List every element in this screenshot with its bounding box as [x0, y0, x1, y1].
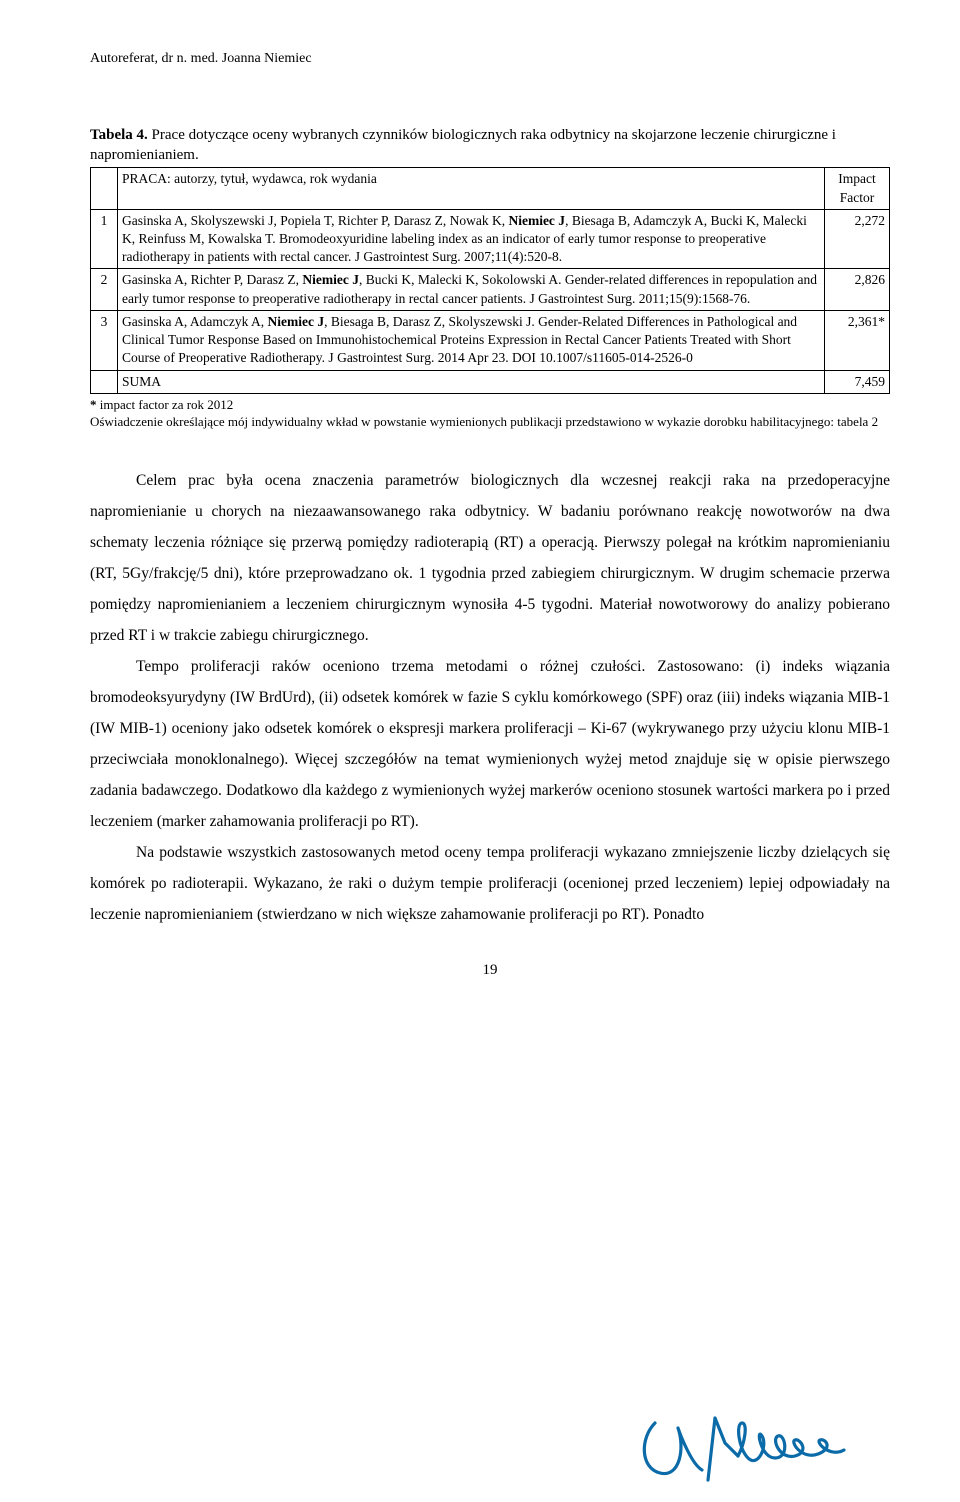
footnote-text: impact factor za rok 2012 — [97, 397, 234, 412]
table-row: 3 Gasinska A, Adamczyk A, Niemiec J, Bie… — [91, 310, 890, 370]
row-impact-value: 2,272 — [825, 209, 890, 269]
body-text: Celem prac była ocena znaczenia parametr… — [90, 465, 890, 930]
row-citation: Gasinska A, Richter P, Darasz Z, Niemiec… — [118, 269, 825, 310]
page-number: 19 — [90, 960, 890, 980]
table-header-blank — [91, 168, 118, 209]
row-citation: Gasinska A, Adamczyk A, Niemiec J, Biesa… — [118, 310, 825, 370]
signature-icon — [630, 1388, 850, 1488]
row-impact-value: 2,361* — [825, 310, 890, 370]
table-row: 1 Gasinska A, Skolyszewski J, Popiela T,… — [91, 209, 890, 269]
table-row: 2 Gasinska A, Richter P, Darasz Z, Niemi… — [91, 269, 890, 310]
row-number: 3 — [91, 310, 118, 370]
row-number: 1 — [91, 209, 118, 269]
table-header-impact: Impact Factor — [825, 168, 890, 209]
table-header-praca: PRACA: autorzy, tytuł, wydawca, rok wyda… — [118, 168, 825, 209]
paragraph-3: Na podstawie wszystkich zastosowanych me… — [90, 837, 890, 930]
paragraph-1: Celem prac była ocena znaczenia parametr… — [90, 465, 890, 651]
row-number: 2 — [91, 269, 118, 310]
table-sum-row: SUMA 7,459 — [91, 370, 890, 393]
row-citation: Gasinska A, Skolyszewski J, Popiela T, R… — [118, 209, 825, 269]
sum-value: 7,459 — [825, 370, 890, 393]
table-caption-text: Prace dotyczące oceny wybranych czynnikó… — [90, 127, 836, 163]
running-head: Autoreferat, dr n. med. Joanna Niemiec — [90, 50, 890, 69]
footnote-block: * impact factor za rok 2012 Oświadczenie… — [90, 396, 890, 431]
references-table: PRACA: autorzy, tytuł, wydawca, rok wyda… — [90, 167, 890, 393]
paragraph-2: Tempo proliferacji raków oceniono trzema… — [90, 651, 890, 837]
table-caption: Tabela 4. Prace dotyczące oceny wybranyc… — [90, 125, 890, 166]
row-impact-value: 2,826 — [825, 269, 890, 310]
sum-blank — [91, 370, 118, 393]
table-header-row: PRACA: autorzy, tytuł, wydawca, rok wyda… — [91, 168, 890, 209]
table-caption-label: Tabela 4. — [90, 127, 148, 143]
sum-label: SUMA — [118, 370, 825, 393]
footnote-line2: Oświadczenie określające mój indywidualn… — [90, 414, 878, 429]
